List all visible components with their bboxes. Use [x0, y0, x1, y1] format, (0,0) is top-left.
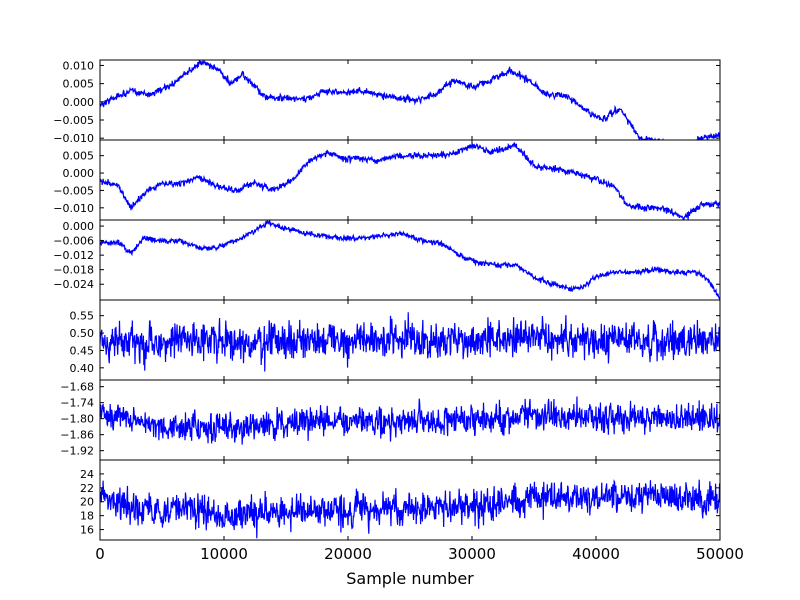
- y-tick-label: 20: [80, 496, 94, 509]
- y-tick-label: 0.45: [70, 344, 95, 357]
- y-tick-label: 0.50: [70, 327, 95, 340]
- y-tick-label: 0.005: [63, 78, 95, 91]
- y-tick-label: −1.92: [60, 445, 94, 458]
- x-tick-label: 20000: [324, 545, 372, 563]
- y-tick-label: −0.006: [53, 235, 94, 248]
- y-tick-label: 0.000: [63, 167, 95, 180]
- y-tick-label: 0.000: [63, 96, 95, 109]
- x-tick-label: 10000: [200, 545, 248, 563]
- x-tick-label: 50000: [696, 545, 744, 563]
- y-tick-label: 0.010: [63, 59, 95, 72]
- y-tick-label: 24: [80, 468, 94, 481]
- y-tick-label: 0.005: [63, 150, 95, 163]
- y-tick-label: −0.012: [53, 249, 94, 262]
- y-tick-label: 0.40: [70, 362, 95, 375]
- y-tick-label: −0.010: [53, 132, 94, 145]
- y-tick-label: 16: [80, 524, 94, 537]
- y-tick-label: −0.018: [53, 264, 94, 277]
- y-tick-label: −1.74: [60, 397, 94, 410]
- y-tick-label: −0.005: [53, 184, 94, 197]
- y-tick-label: −0.024: [53, 278, 94, 291]
- x-tick-label: 30000: [448, 545, 496, 563]
- y-tick-label: 0.55: [70, 310, 95, 323]
- x-tick-label: 40000: [572, 545, 620, 563]
- y-tick-label: −1.68: [60, 381, 94, 394]
- x-tick-label: 0: [95, 545, 105, 563]
- y-tick-label: 0.000: [63, 220, 95, 233]
- y-tick-label: −1.86: [60, 429, 94, 442]
- y-tick-label: −1.80: [60, 413, 94, 426]
- y-tick-label: −0.005: [53, 114, 94, 127]
- y-tick-label: −0.010: [53, 202, 94, 215]
- y-tick-label: 22: [80, 482, 94, 495]
- y-tick-label: 18: [80, 510, 94, 523]
- x-axis-label: Sample number: [346, 569, 474, 588]
